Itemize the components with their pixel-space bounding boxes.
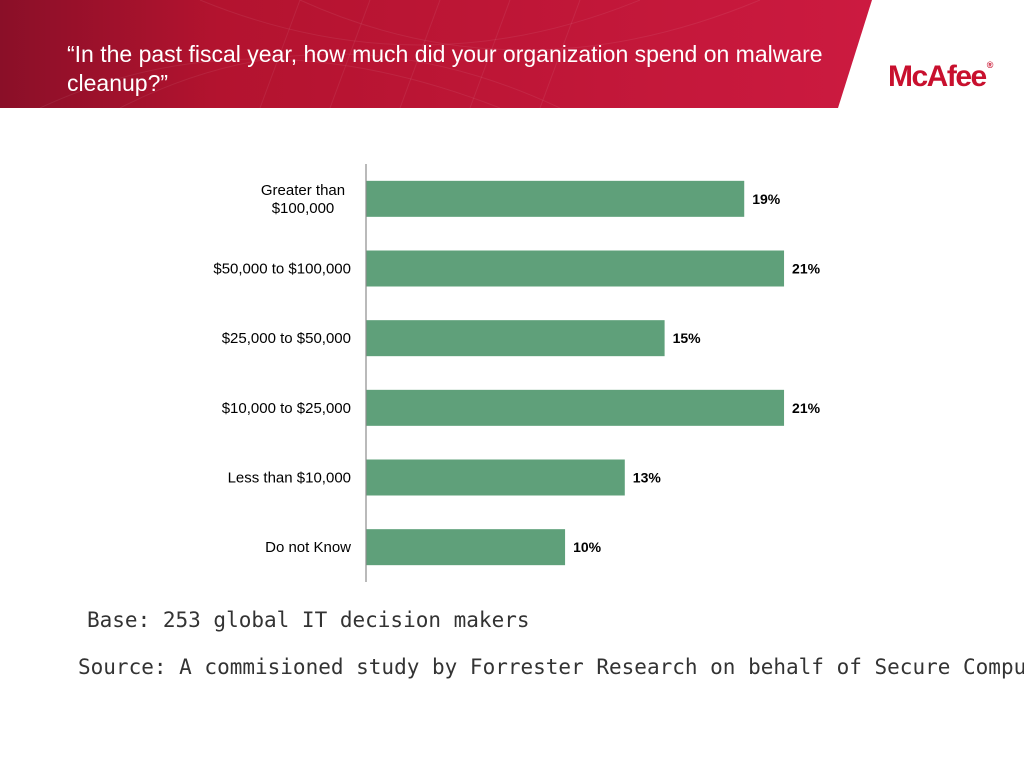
value-label: 13% bbox=[633, 470, 662, 486]
bar bbox=[366, 459, 625, 496]
banner-texture bbox=[39, 0, 761, 108]
mcafee-logo: McAfee® bbox=[888, 60, 993, 94]
category-label: Less than $10,000 bbox=[228, 470, 351, 487]
category-label: $25,000 to $50,000 bbox=[222, 330, 351, 347]
category-label: $10,000 to $25,000 bbox=[222, 400, 351, 417]
value-label: 19% bbox=[752, 191, 781, 207]
bar bbox=[366, 180, 745, 217]
bar bbox=[366, 250, 785, 287]
bar bbox=[366, 320, 665, 357]
registered-mark: ® bbox=[986, 60, 994, 70]
page-title: “In the past fiscal year, how much did y… bbox=[67, 41, 823, 96]
value-label: 21% bbox=[792, 400, 821, 416]
bar-chart: 19% Greater than $100,000 21% $50,000 to $10… bbox=[213, 164, 821, 582]
value-label: 15% bbox=[673, 330, 702, 346]
base-note: Base: 253 global IT decision makers bbox=[87, 608, 530, 632]
value-label: 10% bbox=[573, 539, 602, 555]
source-note: Source: A commisioned study by Forrester… bbox=[78, 655, 1024, 679]
header-banner bbox=[0, 0, 872, 108]
category-label: $50,000 to $100,000 bbox=[213, 261, 351, 278]
value-label: 21% bbox=[792, 261, 821, 277]
bar bbox=[366, 529, 566, 566]
category-label: Greater than $100,000 bbox=[261, 182, 345, 217]
banner-shape bbox=[0, 0, 872, 108]
category-label: Do not Know bbox=[265, 539, 351, 556]
logo-wordmark: McAfee bbox=[888, 60, 987, 93]
bar bbox=[366, 389, 785, 426]
